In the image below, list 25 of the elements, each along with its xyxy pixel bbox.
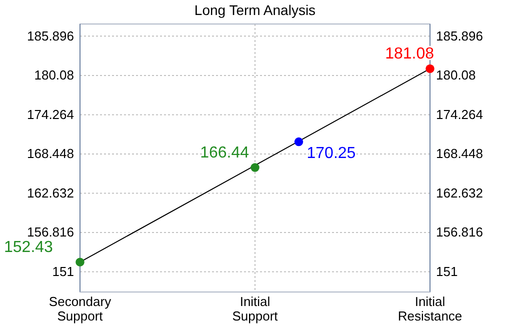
point <box>426 64 434 74</box>
x-tick-label: Secondary Support <box>48 294 112 324</box>
x-tick-label: Initial Support <box>232 294 278 324</box>
y-tick-label: 168.448 <box>27 146 74 162</box>
y2-tick-label: 168.448 <box>436 146 483 162</box>
y-tick-label: 162.632 <box>27 185 74 200</box>
data-label: 166.44 <box>200 144 250 162</box>
point <box>294 137 304 146</box>
y2-tick-label: 162.632 <box>436 185 483 200</box>
y2-tick-label: 151 <box>436 264 458 279</box>
chart-title: Long Term Analysis <box>194 2 316 18</box>
data-label: 170.25 <box>306 144 356 162</box>
y-tick-label: 151 <box>52 264 74 279</box>
y-tick-label: 180.08 <box>34 68 74 83</box>
y-tick-label: 185.896 <box>27 28 74 44</box>
y-tick-label: 174.264 <box>27 106 74 122</box>
y2-tick-label: 174.264 <box>436 106 483 122</box>
x-tick-label: Initial Resistance <box>398 294 462 324</box>
y2-tick-label: 180.08 <box>436 68 476 83</box>
y2-tick-label: 156.816 <box>436 224 483 240</box>
y2-tick-label: 185.896 <box>436 28 483 44</box>
y-tick-label: 156.816 <box>27 224 74 240</box>
point <box>76 258 84 266</box>
point <box>250 163 260 172</box>
data-label: 152.43 <box>4 239 54 256</box>
